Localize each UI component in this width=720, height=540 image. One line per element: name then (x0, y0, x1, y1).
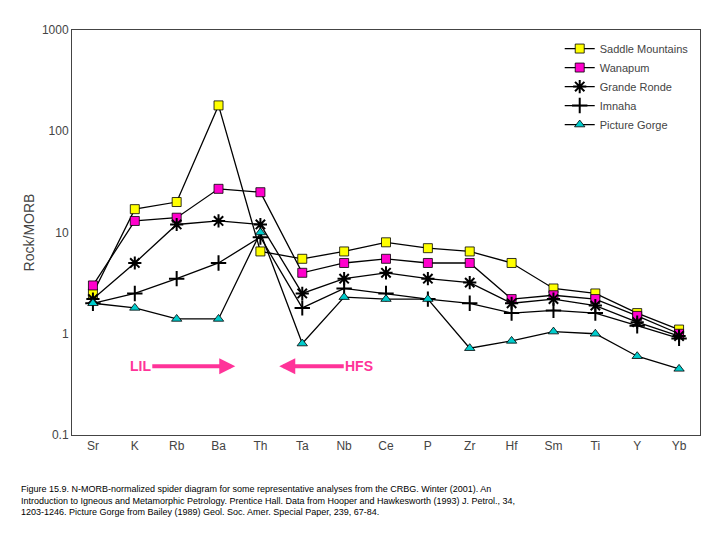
svg-text:Nb: Nb (336, 439, 352, 453)
svg-text:Rock/MORB: Rock/MORB (21, 194, 37, 272)
svg-text:Rb: Rb (169, 439, 185, 453)
svg-text:0.1: 0.1 (52, 428, 69, 442)
svg-text:Grande Ronde: Grande Ronde (600, 81, 672, 93)
svg-text:Ce: Ce (378, 439, 394, 453)
svg-text:Sr: Sr (87, 439, 99, 453)
svg-text:LIL: LIL (130, 358, 151, 374)
svg-text:Picture Gorge: Picture Gorge (600, 119, 668, 131)
svg-text:1: 1 (62, 327, 69, 341)
svg-text:Th: Th (253, 439, 267, 453)
svg-text:Imnaha: Imnaha (600, 100, 638, 112)
svg-text:Saddle Mountains: Saddle Mountains (600, 43, 689, 55)
svg-text:Y: Y (633, 439, 641, 453)
svg-text:Ti: Ti (591, 439, 601, 453)
svg-text:P: P (424, 439, 432, 453)
svg-text:10: 10 (55, 226, 69, 240)
svg-text:Hf: Hf (506, 439, 519, 453)
svg-text:Zr: Zr (464, 439, 475, 453)
svg-text:Yb: Yb (672, 439, 687, 453)
svg-text:Sm: Sm (544, 439, 562, 453)
svg-text:Ba: Ba (211, 439, 226, 453)
svg-text:Wanapum: Wanapum (600, 62, 650, 74)
svg-text:Figure 15.9. N-MORB-normalized: Figure 15.9. N-MORB-normalized spider di… (21, 484, 515, 517)
svg-text:HFS: HFS (345, 358, 373, 374)
svg-text:100: 100 (49, 124, 69, 138)
svg-text:Ta: Ta (296, 439, 309, 453)
svg-text:K: K (131, 439, 139, 453)
svg-text:1000: 1000 (42, 23, 69, 37)
